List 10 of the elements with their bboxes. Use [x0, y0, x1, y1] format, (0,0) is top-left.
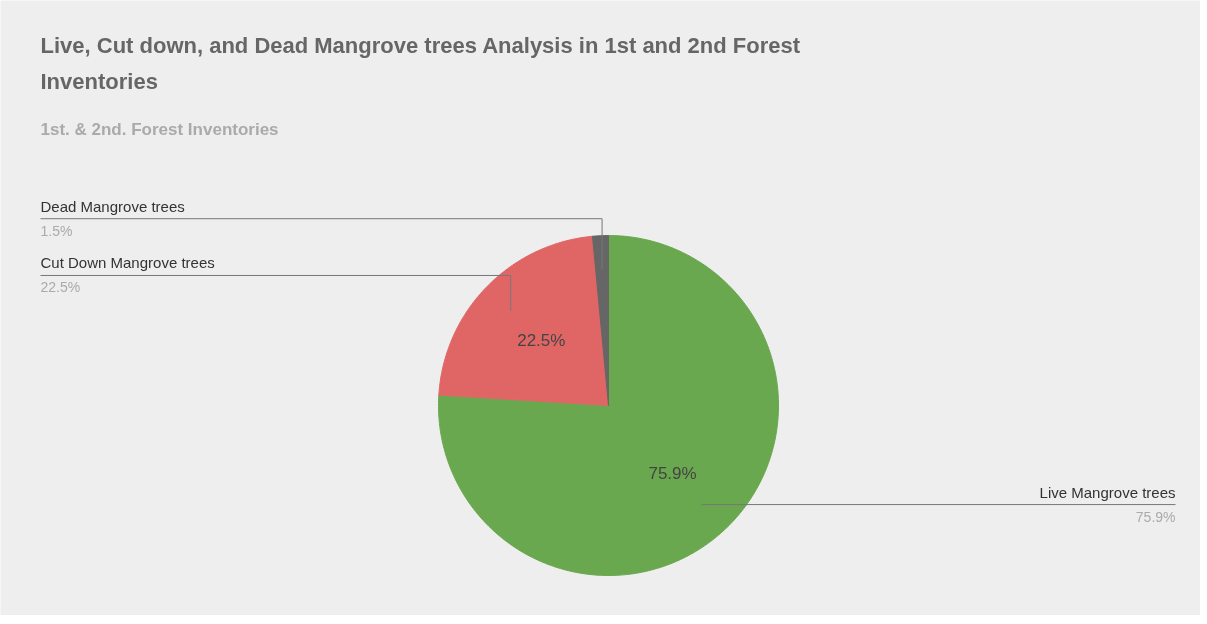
- data-label: 22.5%: [517, 330, 566, 350]
- slice-label: Dead Mangrove trees: [40, 197, 185, 215]
- text: 22.5%: [40, 279, 81, 296]
- slice-label: Live Mangrove trees: [1039, 483, 1176, 501]
- slice-label: Cut Down Mangrove trees: [40, 254, 215, 272]
- data-label: 75.9%: [648, 464, 697, 484]
- text: 75.9%: [1135, 508, 1176, 525]
- data-label: 1.5%: [40, 222, 73, 239]
- chart-subtitle: 1st. & 2nd. Forest Inventories: [40, 120, 279, 139]
- chart-title: Live, Cut down, and Dead Mangrove trees Analysis in 1st and 2nd Forest Inventories: [40, 33, 801, 94]
